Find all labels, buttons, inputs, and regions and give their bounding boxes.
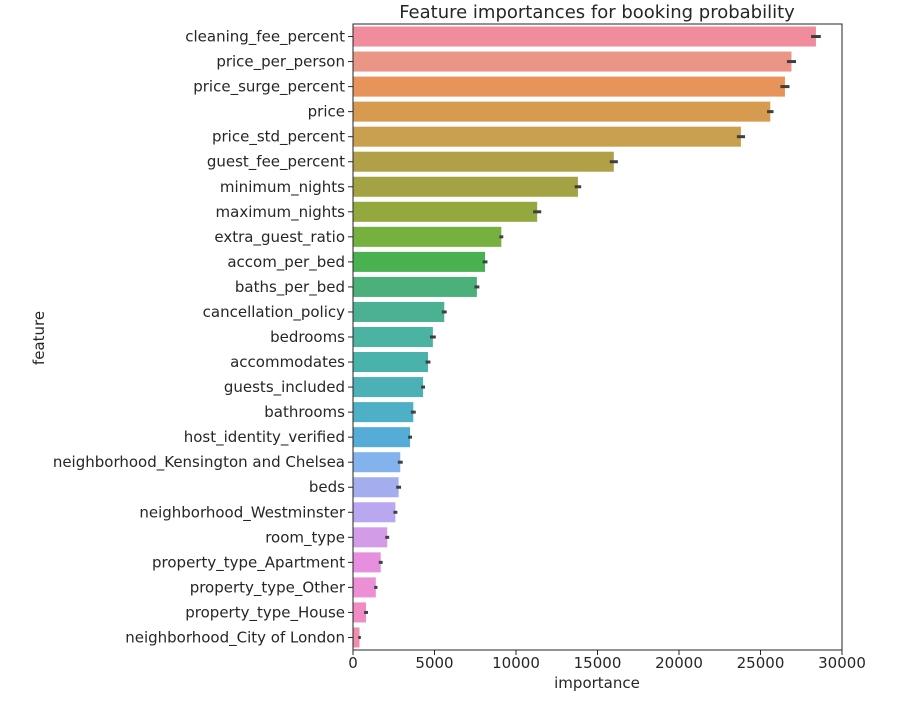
y-tick-label-6: guest_fee_percent [207,153,345,172]
bar-22 [353,552,381,573]
bar-5 [353,126,741,147]
y-tick-label-16: bathrooms [264,403,345,421]
bar-24 [353,602,367,623]
y-tick-label-4: price [308,103,345,121]
x-tick-label-7: 30000 [818,654,866,672]
bar-20 [353,502,396,523]
x-ticks: 0 5000 10000 15000 20000 25000 30000 [348,650,866,672]
y-tick-label-21: room_type [265,528,345,547]
bar-8 [353,201,538,222]
bar-16 [353,402,414,423]
x-axis-label: importance [554,674,640,692]
y-tick-label-24: property_type_House [185,603,345,622]
bar-9 [353,226,502,247]
y-tick-label-17: host_identity_verified [184,428,345,447]
y-tick-label-19: beds [309,478,345,496]
bar-1 [353,26,816,47]
x-tick-label-6: 25000 [737,654,785,672]
bar-11 [353,276,477,297]
bar-17 [353,427,411,448]
y-tick-label-23: property_type_Other [190,578,346,597]
y-tick-label-3: price_surge_percent [193,78,345,97]
bar-10 [353,251,486,272]
y-tick-label-5: price_std_percent [212,128,345,147]
x-tick-label-1: 0 [348,654,358,672]
y-tick-label-13: bedrooms [270,328,345,346]
y-tick-label-8: maximum_nights [216,203,346,222]
plot-frame [352,23,843,651]
y-tick-label-7: minimum_nights [220,178,345,197]
bars-group [353,26,821,648]
bar-6 [353,151,614,172]
bar-25 [353,627,360,648]
y-tick-label-20: neighborhood_Westminster [139,503,346,522]
chart-title: Feature importances for booking probabil… [399,2,795,23]
bar-14 [353,352,428,373]
y-tick-label-2: price_per_person [216,53,345,72]
y-tick-label-1: cleaning_fee_percent [185,28,345,47]
x-tick-label-2: 5000 [415,654,453,672]
y-tick-label-12: cancellation_policy [203,303,345,322]
y-tick-label-18: neighborhood_Kensington and Chelsea [53,453,345,472]
y-tick-label-10: accom_per_bed [227,253,345,272]
y-tick-label-15: guests_included [224,378,345,397]
bar-23 [353,577,376,598]
y-tick-label-9: extra_guest_ratio [214,228,345,247]
bar-4 [353,101,771,122]
y-axis-label: feature [30,311,48,365]
y-tick-label-22: property_type_Apartment [152,553,345,572]
x-tick-label-5: 20000 [655,654,703,672]
x-tick-label-4: 15000 [574,654,622,672]
bar-13 [353,326,433,348]
x-tick-label-3: 10000 [492,654,540,672]
y-tick-labels: cleaning_fee_percent price_per_personpric… [53,28,353,647]
bar-2 [353,51,792,72]
y-tick-label-25: neighborhood_City of London [125,628,345,647]
bar-7 [353,176,578,197]
bar-18 [353,452,401,473]
bar-3 [353,76,785,97]
y-tick-label-14: accommodates [230,353,345,371]
bar-12 [353,301,445,322]
bar-19 [353,477,399,498]
bar-15 [353,377,424,398]
bar-21 [353,527,388,548]
y-tick-label-11: baths_per_bed [235,278,345,297]
